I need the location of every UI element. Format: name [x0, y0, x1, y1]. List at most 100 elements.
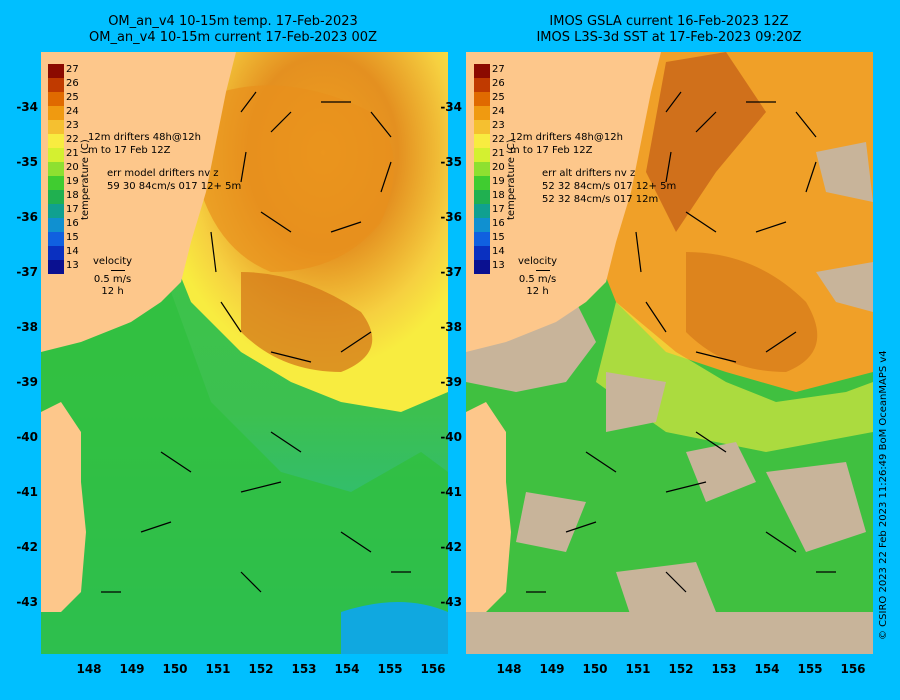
colorbar-swatch	[48, 64, 64, 78]
y-tick-label: -36	[440, 210, 462, 224]
left-map-panel	[41, 52, 448, 654]
left-land-mass	[41, 52, 236, 352]
colorbar-swatch	[48, 92, 64, 106]
colorbar-tick-label: 27	[66, 64, 79, 75]
y-tick-label: -38	[440, 320, 462, 334]
left-cool-corner	[341, 602, 448, 654]
left-velocity-label: velocity	[93, 256, 133, 267]
colorbar-tick-label: 23	[66, 120, 79, 131]
colorbar-tick-label: 16	[492, 218, 505, 229]
right-err-values-2: 52 32 84cm/s 017 12m	[542, 194, 659, 205]
x-tick-label: 150	[582, 662, 608, 676]
colorbar-tick-label: 16	[66, 218, 79, 229]
colorbar-tick-label: 27	[492, 64, 505, 75]
left-land-south	[41, 402, 86, 612]
left-warm-eddy	[201, 85, 394, 272]
colorbar-tick-label: 17	[492, 204, 505, 215]
colorbar-tick-label: 18	[492, 190, 505, 201]
right-err-label: err alt drifters nv z	[542, 168, 636, 179]
colorbar-tick-label: 19	[66, 176, 79, 187]
right-panel-title: IMOS GSLA current 16-Feb-2023 12Z IMOS L…	[464, 14, 874, 46]
y-tick-label: -36	[16, 210, 38, 224]
colorbar-swatch	[474, 120, 490, 134]
y-tick-label: -43	[440, 595, 462, 609]
x-tick-label: 156	[420, 662, 446, 676]
colorbar-tick-label: 19	[492, 176, 505, 187]
right-map-panel	[466, 52, 873, 654]
x-tick-label: 155	[797, 662, 823, 676]
right-land-mass	[466, 52, 661, 352]
colorbar-swatch	[474, 162, 490, 176]
y-tick-label: -39	[16, 375, 38, 389]
colorbar-swatch	[474, 190, 490, 204]
colorbar-tick-label: 26	[66, 78, 79, 89]
right-title-line1: IMOS GSLA current 16-Feb-2023 12Z	[549, 14, 789, 29]
colorbar-tick-label: 21	[66, 148, 79, 159]
colorbar-tick-label: 25	[492, 92, 505, 103]
x-tick-label: 153	[291, 662, 317, 676]
colorbar-tick-label: 14	[66, 246, 79, 257]
colorbar-tick-label: 23	[492, 120, 505, 131]
colorbar-swatch	[474, 92, 490, 106]
y-tick-label: -40	[16, 430, 38, 444]
y-tick-label: -39	[440, 375, 462, 389]
colorbar-tick-label: 25	[66, 92, 79, 103]
colorbar-tick-label: 14	[492, 246, 505, 257]
right-velocity-arrow	[536, 270, 550, 271]
right-current-arrows	[526, 91, 836, 593]
colorbar-swatch	[474, 218, 490, 232]
x-tick-label: 151	[205, 662, 231, 676]
y-tick-label: -34	[16, 100, 38, 114]
x-tick-label: 149	[539, 662, 565, 676]
colorbar-tick-label: 17	[66, 204, 79, 215]
colorbar-swatch	[474, 78, 490, 92]
left-velocity-arrow	[111, 270, 125, 271]
y-tick-label: -35	[16, 155, 38, 169]
right-title-line2: IMOS L3S-3d SST at 17-Feb-2023 09:20Z	[536, 30, 802, 45]
x-tick-label: 149	[119, 662, 145, 676]
colorbar-swatch	[474, 246, 490, 260]
left-warm-core	[241, 272, 373, 372]
right-map-svg	[466, 52, 873, 654]
y-tick-label: -42	[16, 540, 38, 554]
right-velocity-legend: velocity 0.5 m/s 12 h	[518, 256, 557, 298]
y-tick-label: -35	[440, 155, 462, 169]
colorbar-swatch	[474, 148, 490, 162]
colorbar-swatch	[48, 120, 64, 134]
colorbar-swatch	[474, 106, 490, 120]
x-tick-label: 154	[334, 662, 360, 676]
colorbar-swatch	[48, 218, 64, 232]
colorbar-swatch	[48, 232, 64, 246]
x-tick-label: 155	[377, 662, 403, 676]
right-land-south	[466, 402, 511, 612]
x-tick-label: 153	[711, 662, 737, 676]
y-tick-label: -43	[16, 595, 38, 609]
x-tick-label: 148	[496, 662, 522, 676]
left-drifters-to: m to 17 Feb 12Z	[88, 145, 171, 156]
colorbar-swatch	[474, 232, 490, 246]
left-map-svg	[41, 52, 448, 654]
left-err-label: err model drifters nv z	[107, 168, 219, 179]
x-tick-label: 150	[162, 662, 188, 676]
left-green-zone	[41, 292, 448, 654]
right-drifters-legend: 12m drifters 48h@12h	[510, 132, 623, 143]
colorbar-swatch	[48, 162, 64, 176]
colorbar-tick-label: 18	[66, 190, 79, 201]
y-tick-label: -37	[440, 265, 462, 279]
colorbar-swatch	[48, 204, 64, 218]
colorbar-swatch	[48, 106, 64, 120]
left-panel-title: OM_an_v4 10-15m temp. 17-Feb-2023 OM_an_…	[28, 14, 438, 46]
colorbar-tick-label: 21	[492, 148, 505, 159]
right-velocity-time: 12 h	[526, 286, 549, 297]
left-velocity-legend: velocity 0.5 m/s 12 h	[93, 256, 132, 298]
right-warm-core	[646, 52, 766, 232]
colorbar-swatch	[48, 176, 64, 190]
colorbar-tick-label: 26	[492, 78, 505, 89]
colorbar-swatch	[474, 204, 490, 218]
colorbar-swatch	[48, 78, 64, 92]
x-tick-label: 154	[754, 662, 780, 676]
colorbar-tick-label: 24	[66, 106, 79, 117]
colorbar-swatch	[474, 260, 490, 274]
left-drifters-legend: 12m drifters 48h@12h	[88, 132, 201, 143]
colorbar-swatch	[474, 134, 490, 148]
